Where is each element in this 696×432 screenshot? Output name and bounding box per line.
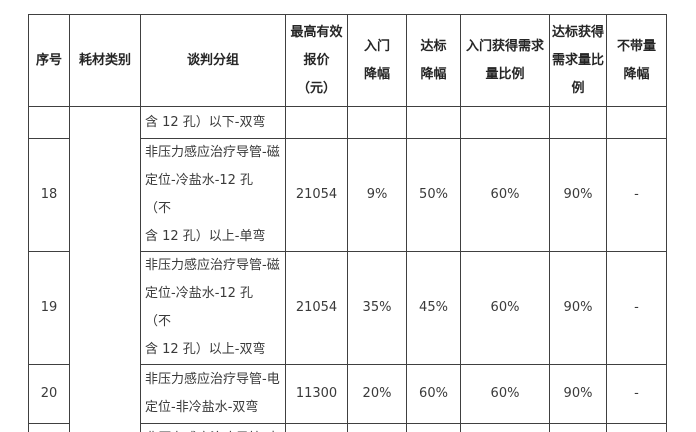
cell-standard-ratio: 90% xyxy=(549,138,607,252)
cell-standard-reduction xyxy=(406,106,461,139)
cell-category-merged xyxy=(69,106,141,432)
header-cell-group: 谈判分组 xyxy=(140,14,286,107)
cell-entry-ratio xyxy=(460,106,550,139)
cell-standard-reduction: 60% xyxy=(406,364,461,424)
cell-price: 21054 xyxy=(285,138,348,252)
cell-entry-ratio: 60% xyxy=(460,364,550,424)
table-row-19: 19 非压力感应治疗导管-磁 定位-冷盐水-12 孔 （不 含 12 孔）以上-… xyxy=(28,251,667,365)
cell-standard-reduction: 40% xyxy=(406,423,461,432)
cell-seq xyxy=(28,106,70,139)
cell-standard-ratio: 90% xyxy=(549,364,607,424)
cell-group: 非压力感应治疗导管-电 xyxy=(140,423,286,432)
header-cell-entry-reduction: 入门 降幅 xyxy=(347,14,407,107)
cell-standard-ratio: 90% xyxy=(549,423,607,432)
cell-price xyxy=(285,106,348,139)
table-row-20: 20 非压力感应治疗导管-电 定位-非冷盐水-双弯 11300 20% 60% … xyxy=(28,364,667,424)
cell-standard-reduction: 45% xyxy=(406,251,461,365)
cell-entry-reduction xyxy=(347,106,407,139)
cell-entry-ratio: 60% xyxy=(460,251,550,365)
cell-group: 非压力感应治疗导管-磁 定位-冷盐水-12 孔 （不 含 12 孔）以上-双弯 xyxy=(140,251,286,365)
cell-price: 7950 xyxy=(285,423,348,432)
header-cell-entry-ratio: 入门获得需求 量比例 xyxy=(460,14,550,107)
cell-entry-ratio: 60% xyxy=(460,138,550,252)
table-row-partial: 含 12 孔）以下-双弯 xyxy=(28,106,667,432)
cell-no-volume-reduction xyxy=(606,106,667,139)
header-cell-price: 最高有效 报价（元） xyxy=(285,14,348,107)
cell-entry-reduction: 20% xyxy=(347,364,407,424)
cell-no-volume-reduction: - xyxy=(606,423,667,432)
cell-no-volume-reduction: - xyxy=(606,138,667,252)
cell-entry-reduction: 35% xyxy=(347,251,407,365)
cell-standard-ratio xyxy=(549,106,607,139)
negotiation-table: 序号 耗材类别 谈判分组 最高有效 报价（元） 入门 降幅 达标 降幅 入门获得… xyxy=(28,14,667,432)
cell-seq: 19 xyxy=(28,251,70,365)
cell-seq: 21 xyxy=(28,423,70,432)
table-row-21: 21 非压力感应治疗导管-电 7950 30% 40% 60% 90% - xyxy=(28,423,667,432)
cell-entry-ratio: 60% xyxy=(460,423,550,432)
header-cell-category: 耗材类别 xyxy=(69,14,141,107)
cell-price: 21054 xyxy=(285,251,348,365)
cell-standard-ratio: 90% xyxy=(549,251,607,365)
cell-price: 11300 xyxy=(285,364,348,424)
cell-seq: 20 xyxy=(28,364,70,424)
cell-group: 非压力感应治疗导管-电 定位-非冷盐水-双弯 xyxy=(140,364,286,424)
header-cell-standard-ratio: 达标获得 需求量比 例 xyxy=(549,14,607,107)
cell-entry-reduction: 30% xyxy=(347,423,407,432)
cell-no-volume-reduction: - xyxy=(606,251,667,365)
cell-group: 非压力感应治疗导管-磁 定位-冷盐水-12 孔 （不 含 12 孔）以上-单弯 xyxy=(140,138,286,252)
cell-group: 含 12 孔）以下-双弯 xyxy=(140,106,286,139)
cell-seq: 18 xyxy=(28,138,70,252)
header-cell-seq: 序号 xyxy=(28,14,70,107)
header-cell-standard-reduction: 达标 降幅 xyxy=(406,14,461,107)
table-header-row: 序号 耗材类别 谈判分组 最高有效 报价（元） 入门 降幅 达标 降幅 入门获得… xyxy=(28,14,667,107)
cell-standard-reduction: 50% xyxy=(406,138,461,252)
cell-entry-reduction: 9% xyxy=(347,138,407,252)
header-cell-no-volume-reduction: 不带量 降幅 xyxy=(606,14,667,107)
cell-no-volume-reduction: - xyxy=(606,364,667,424)
